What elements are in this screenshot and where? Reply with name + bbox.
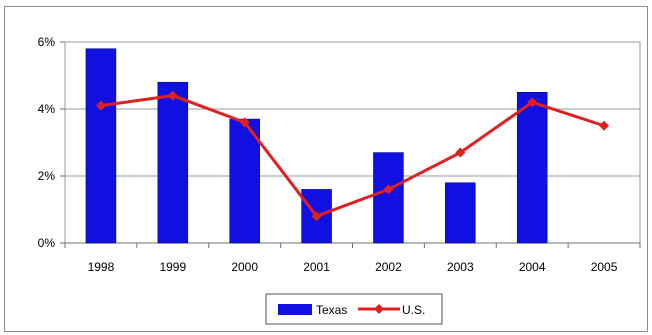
point-us-2004 bbox=[527, 97, 538, 108]
x-tick-label: 2003 bbox=[447, 260, 474, 274]
y-tick-label: 6% bbox=[38, 35, 56, 49]
bar-texas-2003 bbox=[445, 182, 476, 244]
point-us-2003 bbox=[455, 147, 466, 158]
x-tick-label: 2002 bbox=[375, 260, 402, 274]
bar-texas-1999 bbox=[157, 81, 189, 244]
x-tick-label: 2001 bbox=[303, 260, 330, 274]
bar-texas-2004 bbox=[516, 92, 548, 244]
legend-swatch-texas bbox=[278, 304, 312, 315]
legend-label-texas: Texas bbox=[316, 303, 347, 317]
y-tick-label: 0% bbox=[38, 236, 56, 250]
legend-marker-us bbox=[374, 304, 384, 314]
legend-label-us: U.S. bbox=[402, 303, 425, 317]
x-tick-label: 1998 bbox=[88, 260, 115, 274]
bar-texas-2000 bbox=[229, 118, 260, 244]
x-tick-label: 1999 bbox=[159, 260, 186, 274]
line-us bbox=[100, 94, 605, 218]
x-tick-label: 2000 bbox=[231, 260, 258, 274]
point-us-1999 bbox=[167, 90, 178, 101]
point-us-2001 bbox=[311, 211, 322, 222]
x-tick-label: 2005 bbox=[591, 260, 618, 274]
plot-area bbox=[64, 41, 641, 244]
point-us-1998 bbox=[95, 100, 106, 111]
point-us-2005 bbox=[599, 120, 610, 131]
y-tick-label: 4% bbox=[38, 102, 56, 116]
point-us-2000 bbox=[239, 117, 250, 128]
point-us-2002 bbox=[383, 184, 394, 195]
x-tick-label: 2004 bbox=[519, 260, 546, 274]
y-tick-label: 2% bbox=[38, 169, 56, 183]
bar-texas-1998 bbox=[85, 48, 117, 244]
bar-texas-2002 bbox=[373, 152, 404, 244]
